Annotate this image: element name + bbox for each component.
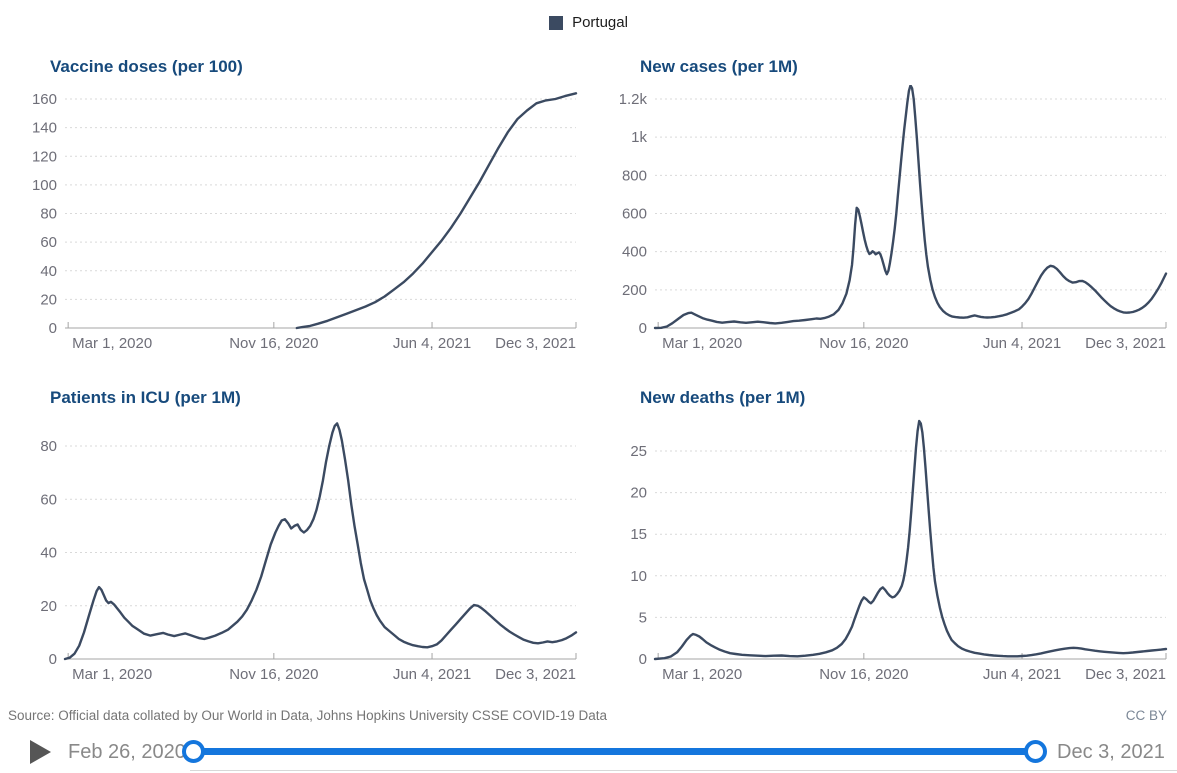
play-icon[interactable] — [30, 740, 51, 764]
y-axis-label: 0 — [49, 320, 57, 337]
x-axis-label: Mar 1, 2020 — [662, 666, 742, 683]
source-note: Source: Official data collated by Our Wo… — [8, 708, 608, 723]
y-axis-label: 80 — [40, 206, 57, 223]
y-axis-label: 600 — [622, 206, 647, 223]
chart-title: New deaths (per 1M) — [640, 388, 806, 407]
x-axis-label: Nov 16, 2020 — [229, 335, 318, 352]
y-axis-label: 1.2k — [620, 91, 647, 108]
chart-title: Patients in ICU (per 1M) — [50, 388, 241, 407]
series-line — [63, 422, 578, 661]
timeline-end-date: Dec 3, 2021 — [1057, 741, 1165, 763]
x-axis-label: Dec 3, 2021 — [495, 666, 576, 683]
x-axis-label: Mar 1, 2020 — [72, 666, 152, 683]
x-axis-label: Jun 4, 2021 — [983, 335, 1061, 352]
timeline-track[interactable] — [193, 748, 1035, 755]
vaccine-doses-plot[interactable]: 0 20 40 60 80 100 120 140 160 Mar 1, 2020 Nov 16, … — [30, 85, 582, 365]
legend-label: Portugal — [572, 14, 628, 31]
new-deaths-plot[interactable]: 0 5 10 15 20 25 Mar 1, 2020 Nov 16, 2020 Jun 4, … — [620, 416, 1172, 696]
series-line — [653, 419, 1168, 661]
timeline-start-date: Feb 26, 2020 — [68, 741, 186, 763]
chart-title: New cases (per 1M) — [640, 57, 798, 76]
new-cases-plot[interactable]: 0 200 400 600 800 1k 1.2k Mar 1, 2020 Nov 16, 20… — [620, 85, 1172, 365]
x-axis-label: Nov 16, 2020 — [819, 666, 908, 683]
y-axis-label: 40 — [40, 263, 57, 280]
legend: Portugal — [0, 14, 1177, 31]
x-axis-label: Jun 4, 2021 — [393, 335, 471, 352]
y-axis-label: 20 — [630, 485, 647, 502]
x-axis-label: Jun 4, 2021 — [393, 666, 471, 683]
y-axis-label: 0 — [49, 651, 57, 668]
y-axis-label: 5 — [639, 609, 647, 626]
y-axis-label: 100 — [32, 177, 57, 194]
chart-vaccine-doses: Vaccine doses (per 100) 0 20 40 60 80 100 120 1… — [30, 44, 582, 375]
y-axis-label: 200 — [622, 282, 647, 299]
legend-swatch — [549, 15, 564, 30]
y-axis-label: 80 — [40, 438, 57, 455]
x-axis-label: Mar 1, 2020 — [72, 335, 152, 352]
license-note[interactable]: CC BY — [1125, 708, 1167, 723]
y-axis-label: 20 — [40, 598, 57, 615]
y-axis-label: 15 — [630, 526, 647, 543]
timeline-start-handle[interactable] — [182, 740, 205, 763]
y-axis-label: 1k — [631, 129, 647, 146]
chart-new-cases: New cases (per 1M) 0 200 400 600 800 1k 1.2k Ma… — [620, 44, 1172, 375]
y-axis-label: 60 — [40, 491, 57, 508]
series-line — [295, 92, 578, 330]
y-axis-label: 60 — [40, 234, 57, 251]
x-axis-label: Jun 4, 2021 — [983, 666, 1061, 683]
chart-title: Vaccine doses (per 100) — [50, 57, 243, 76]
y-axis-label: 0 — [639, 651, 647, 668]
y-axis-label: 0 — [639, 320, 647, 337]
y-axis-label: 120 — [32, 148, 57, 165]
y-axis-label: 25 — [630, 443, 647, 460]
icu-patients-plot[interactable]: 0 20 40 60 80 Mar 1, 2020 Nov 16, 2020 Jun 4, 2… — [30, 416, 582, 696]
x-axis-label: Nov 16, 2020 — [819, 335, 908, 352]
x-axis-label: Mar 1, 2020 — [662, 335, 742, 352]
x-axis-label: Dec 3, 2021 — [1085, 666, 1166, 683]
chart-icu-patients: Patients in ICU (per 1M) 0 20 40 60 80 Mar 1,… — [30, 375, 582, 706]
timeline-end-handle[interactable] — [1024, 740, 1047, 763]
x-axis-label: Dec 3, 2021 — [1085, 335, 1166, 352]
chart-new-deaths: New deaths (per 1M) 0 5 10 15 20 25 Mar 1, 202… — [620, 375, 1172, 706]
y-axis-label: 140 — [32, 120, 57, 137]
y-axis-label: 800 — [622, 167, 647, 184]
y-axis-label: 20 — [40, 291, 57, 308]
series-line — [653, 85, 1168, 330]
y-axis-label: 40 — [40, 545, 57, 562]
x-axis-label: Nov 16, 2020 — [229, 666, 318, 683]
y-axis-label: 160 — [32, 91, 57, 108]
timeline-baseline — [190, 770, 1177, 771]
y-axis-label: 400 — [622, 244, 647, 261]
y-axis-label: 10 — [630, 568, 647, 585]
x-axis-label: Dec 3, 2021 — [495, 335, 576, 352]
